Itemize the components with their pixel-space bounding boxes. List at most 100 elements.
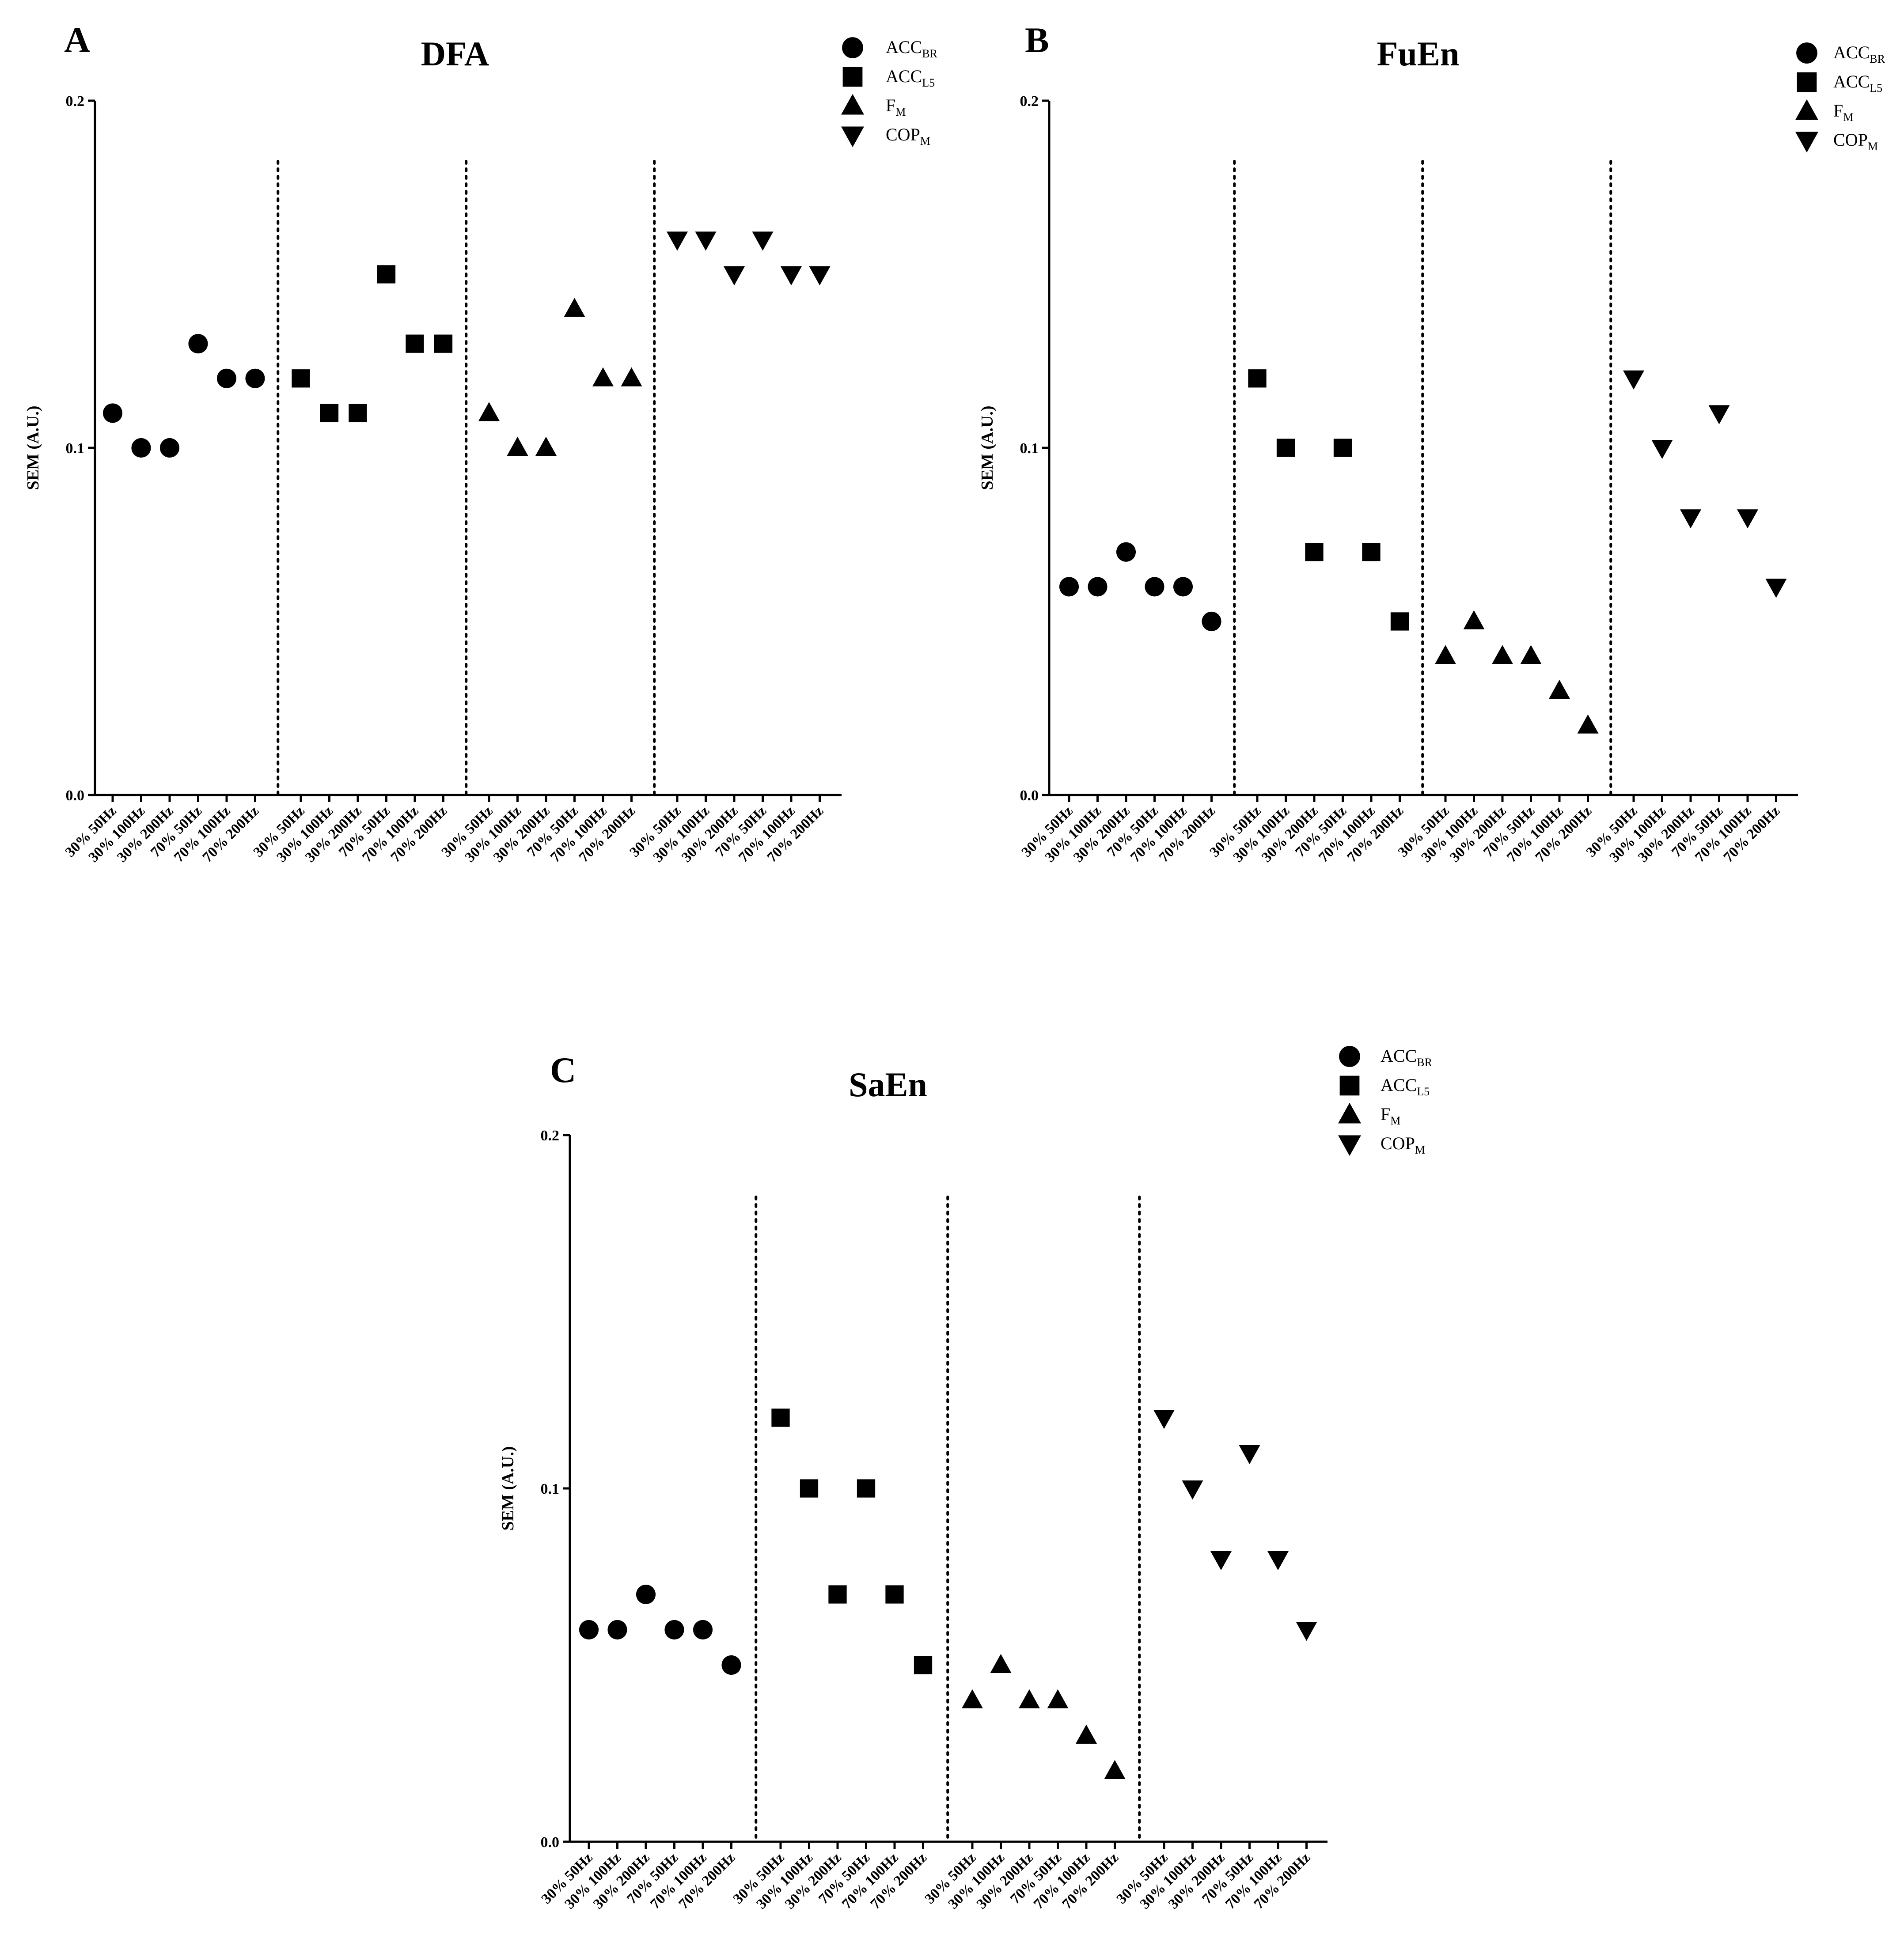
data-point-f-m xyxy=(535,436,557,456)
legend-entry-cop-m: COPM xyxy=(1833,130,1878,153)
data-point-acc-br xyxy=(1173,577,1193,597)
data-point-f-m xyxy=(1549,680,1570,699)
y-tick-label: 0.1 xyxy=(541,1481,560,1497)
data-point-f-m xyxy=(1076,1724,1097,1744)
legend-entry-acc-l5: ACCL5 xyxy=(1381,1075,1430,1098)
data-point-acc-br xyxy=(664,1620,684,1640)
data-point-acc-l5 xyxy=(828,1585,847,1604)
data-point-f-m xyxy=(990,1654,1012,1673)
data-point-cop-m xyxy=(1267,1551,1289,1571)
data-point-acc-br xyxy=(159,438,180,458)
legend-symbol-circle xyxy=(1796,42,1817,64)
y-tick-label: 0.2 xyxy=(66,93,85,110)
data-point-acc-br xyxy=(636,1584,656,1605)
legend-entry-f-m: FM xyxy=(886,95,906,118)
data-point-acc-br xyxy=(693,1620,713,1640)
data-point-cop-m xyxy=(1651,440,1673,459)
data-point-cop-m xyxy=(695,231,717,251)
y-tick-label: 0.1 xyxy=(66,440,85,457)
panel-letter: B xyxy=(1025,20,1049,60)
legend-symbol-circle xyxy=(1339,1046,1360,1067)
data-point-f-m xyxy=(962,1689,983,1708)
data-point-cop-m xyxy=(1737,509,1758,529)
legend-entry-f-m: FM xyxy=(1381,1104,1400,1127)
data-point-cop-m xyxy=(724,266,745,286)
data-point-acc-br xyxy=(721,1655,741,1675)
y-tick-label: 0.0 xyxy=(66,787,85,804)
data-point-f-m xyxy=(1435,645,1456,664)
data-point-cop-m xyxy=(1296,1622,1317,1641)
panel-letter: A xyxy=(64,20,90,60)
legend-entry-acc-br: ACCBR xyxy=(1381,1046,1433,1069)
data-point-cop-m xyxy=(1708,405,1730,424)
data-point-cop-m xyxy=(809,266,831,286)
legend-entry-f-m: FM xyxy=(1833,101,1853,124)
legend-entry-cop-m: COPM xyxy=(886,125,930,148)
y-tick-label: 0.2 xyxy=(1020,93,1039,110)
data-point-acc-br xyxy=(579,1620,599,1640)
data-point-acc-br xyxy=(245,368,265,388)
data-point-f-m xyxy=(507,436,528,456)
data-point-acc-l5 xyxy=(1248,369,1267,388)
data-point-acc-br xyxy=(1202,611,1221,632)
data-point-acc-l5 xyxy=(885,1585,904,1604)
data-point-f-m xyxy=(1104,1760,1126,1779)
legend-symbol-square xyxy=(1339,1075,1360,1096)
data-point-acc-br xyxy=(188,334,208,354)
data-point-acc-l5 xyxy=(377,265,396,284)
data-point-cop-m xyxy=(1765,579,1787,598)
legend-symbol-square xyxy=(842,67,863,87)
data-point-cop-m xyxy=(1210,1551,1232,1571)
data-point-acc-l5 xyxy=(857,1479,876,1498)
legend-entry-acc-l5: ACCL5 xyxy=(1833,72,1882,95)
legend-symbol-triangle-up xyxy=(841,94,864,115)
data-point-cop-m xyxy=(781,266,802,286)
data-point-acc-br xyxy=(216,368,237,388)
data-point-f-m xyxy=(1520,645,1542,664)
data-point-acc-l5 xyxy=(434,334,453,353)
data-point-cop-m xyxy=(752,231,774,251)
data-point-acc-br xyxy=(1059,577,1079,597)
data-point-acc-l5 xyxy=(320,404,339,423)
y-tick-label: 0.0 xyxy=(541,1834,560,1851)
chart-title: SaEn xyxy=(849,1065,927,1104)
data-point-f-m xyxy=(1047,1689,1069,1708)
data-point-acc-l5 xyxy=(1362,543,1381,561)
data-point-f-m xyxy=(1463,610,1485,629)
legend-entry-acc-l5: ACCL5 xyxy=(886,66,935,89)
legend-entry-cop-m: COPM xyxy=(1381,1133,1425,1156)
data-point-acc-br xyxy=(102,403,123,423)
data-point-cop-m xyxy=(1623,370,1644,390)
data-point-f-m xyxy=(1577,714,1599,734)
data-point-f-m xyxy=(1019,1689,1040,1708)
data-point-acc-l5 xyxy=(292,369,310,388)
data-point-cop-m xyxy=(1680,509,1701,529)
chart-title: FuEn xyxy=(1377,34,1459,73)
data-point-acc-l5 xyxy=(1333,439,1352,457)
data-point-acc-br xyxy=(131,438,151,458)
data-point-acc-br xyxy=(1116,542,1136,562)
data-point-acc-l5 xyxy=(1305,543,1324,561)
data-point-acc-br xyxy=(607,1620,627,1640)
data-point-acc-br xyxy=(1145,577,1164,597)
legend-symbol-triangle-up xyxy=(1338,1102,1361,1124)
data-point-f-m xyxy=(1492,645,1513,664)
data-point-acc-l5 xyxy=(349,404,367,423)
legend-symbol-triangle-up xyxy=(1795,99,1818,120)
y-axis-label: SEM (A.U.) xyxy=(24,405,42,490)
data-point-cop-m xyxy=(1182,1480,1203,1500)
data-point-acc-l5 xyxy=(1276,439,1295,457)
y-tick-label: 0.0 xyxy=(1020,787,1039,804)
data-point-acc-l5 xyxy=(1390,612,1409,631)
data-point-acc-l5 xyxy=(914,1656,933,1674)
data-point-acc-br xyxy=(1088,577,1108,597)
legend-symbol-square xyxy=(1797,72,1817,92)
y-tick-label: 0.1 xyxy=(1020,440,1039,457)
legend-symbol-triangle-down xyxy=(1795,132,1818,153)
data-point-cop-m xyxy=(1153,1410,1175,1429)
data-point-f-m xyxy=(564,298,585,317)
